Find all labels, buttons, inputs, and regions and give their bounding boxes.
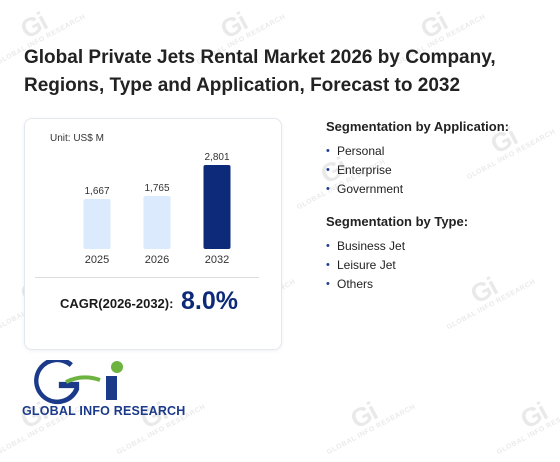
cagr-label: CAGR(2026-2032): bbox=[60, 296, 174, 311]
data-label-2032: 2,801 bbox=[204, 152, 229, 163]
bullet-icon: • bbox=[326, 278, 330, 290]
x-tick-label-2032: 2032 bbox=[205, 254, 229, 266]
data-label-2025: 1,667 bbox=[84, 186, 109, 197]
cagr-value: 8.0% bbox=[181, 287, 238, 315]
bullet-icon: • bbox=[326, 145, 330, 157]
segmentation-application: Segmentation by Application: • Personal •… bbox=[326, 119, 546, 199]
unit-label: Unit: US$ M bbox=[50, 133, 104, 144]
x-tick-label-2026: 2026 bbox=[145, 254, 169, 266]
market-size-card: Unit: US$ M 1,667 2025 1,765 2026 2,801 2032 … bbox=[24, 118, 282, 350]
title-line-1: Global Private Jets Rental Market 2026 b… bbox=[24, 47, 496, 68]
data-label-2026: 1,765 bbox=[144, 183, 169, 194]
page-title: Global Private Jets Rental Market 2026 b… bbox=[24, 44, 524, 100]
list-item: • Enterprise bbox=[326, 161, 546, 180]
bar-chart: 1,667 2025 1,765 2026 2,801 2032 bbox=[83, 152, 231, 266]
bullet-icon: • bbox=[326, 164, 330, 176]
list-item: • Personal bbox=[326, 142, 546, 161]
divider bbox=[35, 277, 259, 278]
company-logo-text: GLOBAL INFO RESEARCH bbox=[22, 404, 186, 418]
title-line-2: Regions, Type and Application, Forecast … bbox=[24, 75, 461, 96]
segmentation-application-heading: Segmentation by Application: bbox=[326, 119, 509, 134]
segmentation-type-heading: Segmentation by Type: bbox=[326, 214, 469, 229]
bar-2025 bbox=[83, 198, 111, 249]
bar-2026 bbox=[143, 196, 171, 249]
bullet-icon: • bbox=[326, 259, 330, 271]
list-item: • Business Jet bbox=[326, 237, 546, 256]
company-logo-icon bbox=[34, 360, 123, 405]
x-tick-label-2025: 2025 bbox=[85, 254, 109, 266]
list-item: • Leisure Jet bbox=[326, 256, 546, 275]
bar-2032 bbox=[203, 164, 231, 249]
bullet-icon: • bbox=[326, 183, 330, 195]
bullet-icon: • bbox=[326, 240, 330, 252]
list-item: • Government bbox=[326, 180, 546, 199]
list-item: • Others bbox=[326, 275, 546, 294]
segmentation-type: Segmentation by Type: • Business Jet • Lei… bbox=[326, 214, 546, 294]
